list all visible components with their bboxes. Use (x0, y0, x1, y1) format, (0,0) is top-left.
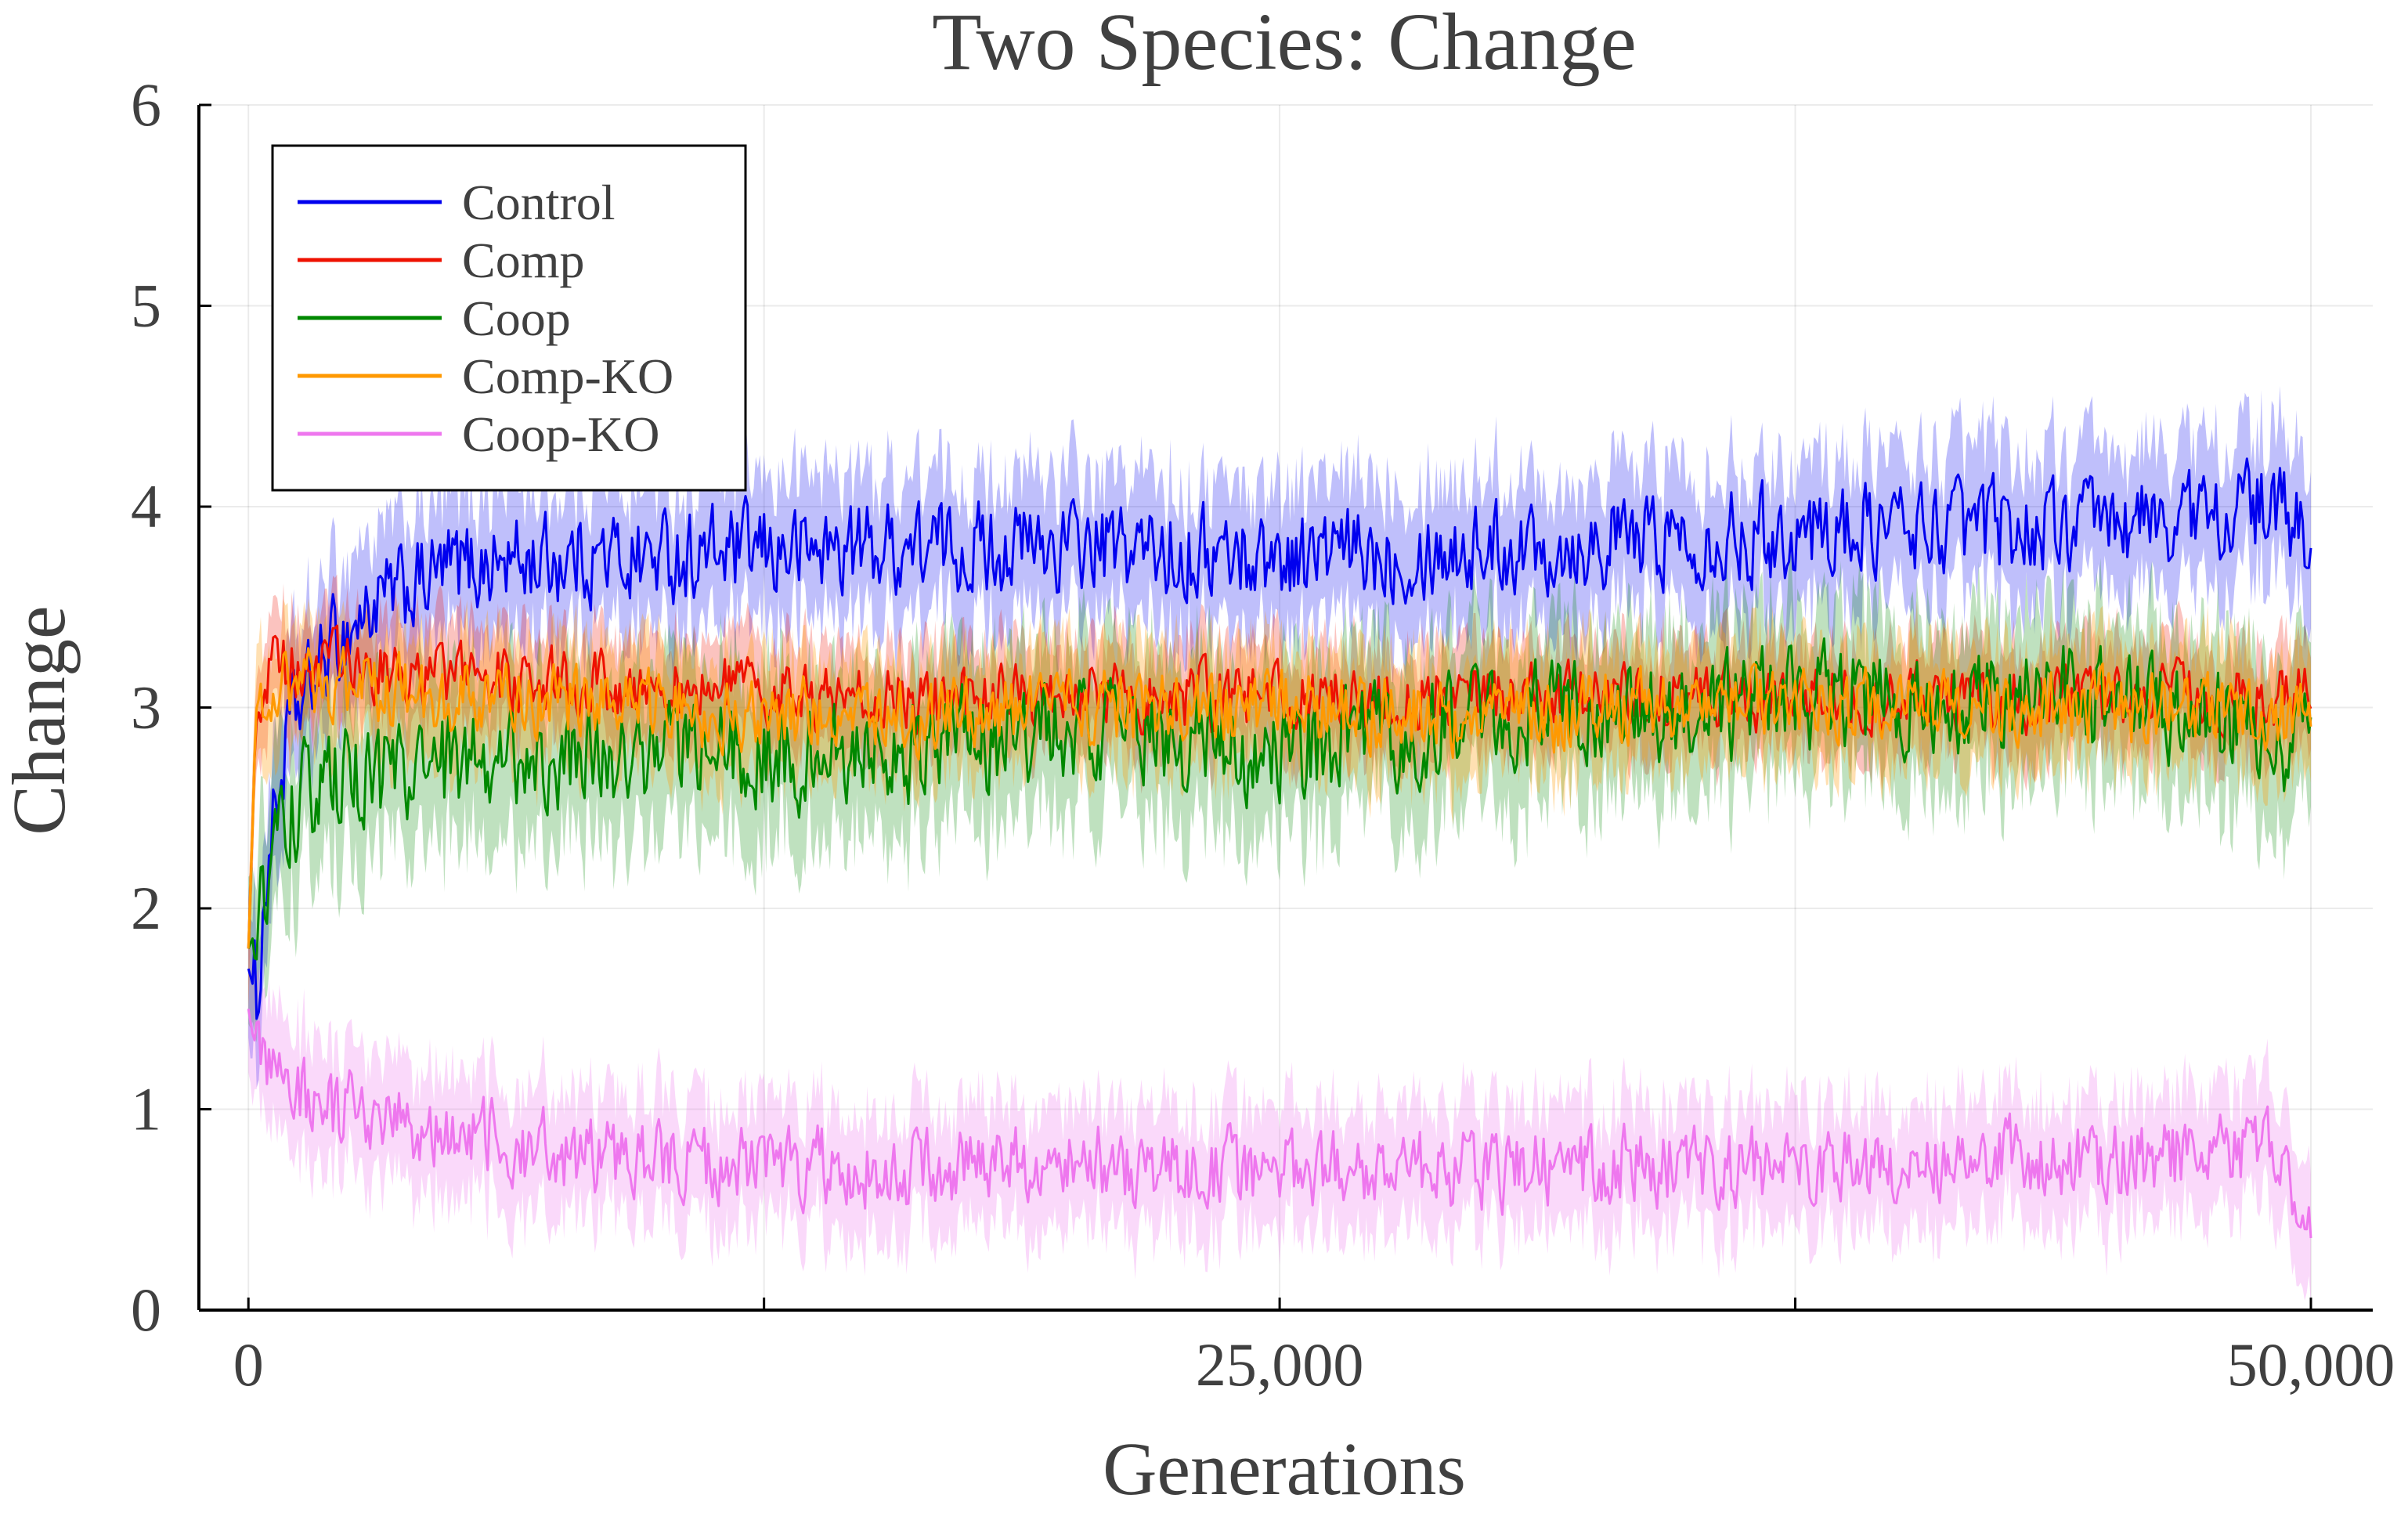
y-tick-label: 0 (131, 1276, 161, 1344)
legend-entry: Comp-KO (462, 348, 673, 404)
series-lines (247, 457, 2312, 1239)
axes (197, 103, 2373, 1312)
series-line-comp-ko (247, 645, 2312, 949)
y-tick-label: 5 (131, 272, 161, 340)
legend-entry: Comp (462, 233, 584, 288)
y-tick-label: 1 (131, 1075, 161, 1143)
series-line-coop (247, 637, 2312, 961)
series-line-control (247, 457, 2312, 1020)
legend-entry: Coop (462, 291, 571, 346)
y-axis-label: Change (0, 605, 81, 835)
x-tick-label: 50,000 (2227, 1330, 2395, 1399)
x-tick-label: 25,000 (1196, 1330, 1364, 1399)
x-axis-label: Generations (1103, 1427, 1466, 1511)
chart-title: Two Species: Change (932, 0, 1637, 87)
series-line-coop-ko (247, 1009, 2312, 1239)
y-tick-label: 4 (131, 472, 161, 540)
legend-entry: Coop-KO (462, 406, 659, 462)
legend-entry: Control (462, 175, 616, 230)
band-coop-ko (248, 939, 2312, 1304)
tick-labels: 0 25,000 50,000 0 1 2 3 4 5 6 (131, 70, 2395, 1399)
x-tick-label: 0 (233, 1330, 264, 1399)
y-tick-label: 6 (131, 70, 161, 139)
y-tick-label: 2 (131, 874, 161, 942)
y-tick-label: 3 (131, 673, 161, 742)
